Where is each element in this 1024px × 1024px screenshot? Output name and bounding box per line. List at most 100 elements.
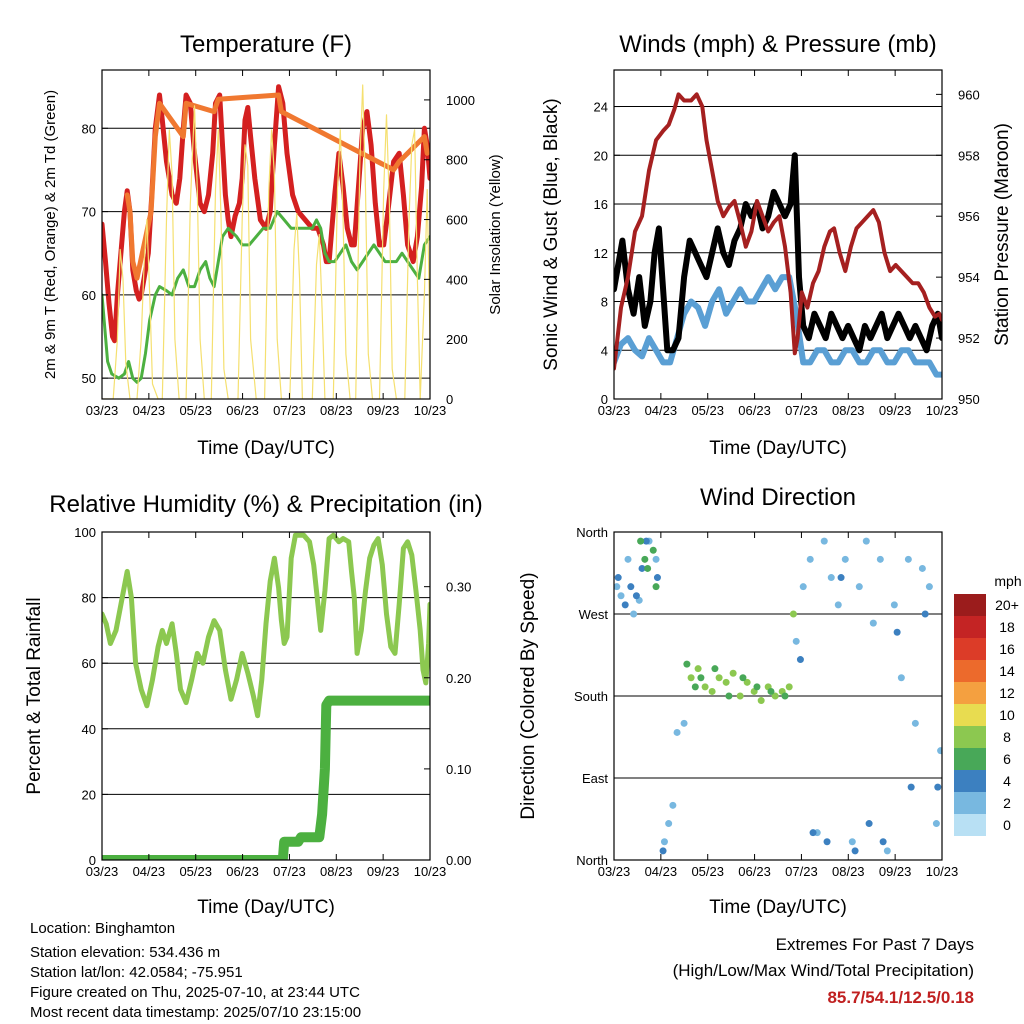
plot-frame [613, 69, 943, 400]
x-axis-title: Time (Day/UTC) [709, 897, 847, 918]
data-point [781, 692, 789, 700]
y-right-tick-label: 600 [446, 213, 468, 228]
data-point [649, 546, 657, 554]
x-tick-label: 03/23 [86, 403, 119, 418]
elevation-text: Station elevation: 534.436 m [30, 944, 221, 961]
colorbar-label: 6 [1003, 751, 1011, 767]
data-point [841, 555, 849, 563]
data-point [644, 564, 652, 572]
x-tick-label: 05/23 [691, 403, 724, 418]
y-axis-title: Percent & Total Rainfall [24, 597, 45, 794]
data-point [883, 847, 891, 855]
data-point [851, 847, 859, 855]
data-point [708, 687, 716, 695]
data-point [617, 592, 625, 600]
data-point [907, 783, 915, 791]
colorbar-swatch [954, 638, 986, 660]
data-point [660, 838, 668, 846]
data-point [694, 665, 702, 673]
x-tick-label: 09/23 [367, 403, 400, 418]
y-right-tick-label: 0.10 [446, 762, 471, 777]
y-right-tick-label: 954 [958, 270, 980, 285]
colorbar-swatch [954, 726, 986, 748]
series-line [614, 92, 942, 371]
y-tick-label: 40 [82, 722, 96, 737]
data-point [642, 537, 650, 545]
data-point [848, 838, 856, 846]
data-point [630, 610, 638, 618]
colorbar-label: 4 [1003, 773, 1011, 789]
series-line [102, 84, 430, 399]
x-tick-label: 04/23 [645, 403, 678, 418]
latlon-text: Station lat/lon: 42.0584; -75.951 [30, 964, 243, 981]
data-point [809, 829, 817, 837]
y-tick-label: 20 [594, 148, 608, 163]
y-right-tick-label: 956 [958, 209, 980, 224]
x-tick-label: 10/23 [926, 864, 959, 879]
data-point [837, 574, 845, 582]
x-tick-label: 09/23 [367, 864, 400, 879]
data-point [653, 574, 661, 582]
y-tick-label: 0 [601, 392, 608, 407]
data-point [911, 719, 919, 727]
y-tick-label: 70 [82, 205, 96, 220]
data-point [925, 583, 933, 591]
x-tick-label: 06/23 [738, 403, 771, 418]
y-right-tick-label: 0 [446, 392, 453, 407]
colorbar-swatch [954, 748, 986, 770]
colorbar-label: 20+ [995, 597, 1019, 613]
x-axis-title: Time (Day/UTC) [197, 897, 335, 918]
y-tick-label: North [576, 853, 608, 868]
x-tick-label: 10/23 [926, 403, 959, 418]
x-tick-label: 05/23 [691, 864, 724, 879]
extremes-values: 85.7/54.1/12.5/0.18 [827, 988, 974, 1007]
y-tick-label: 80 [82, 121, 96, 136]
data-point [614, 574, 622, 582]
extremes-title: Extremes For Past 7 Days [775, 935, 974, 954]
series-line [614, 274, 942, 378]
data-point [879, 838, 887, 846]
x-tick-label: 10/23 [414, 864, 447, 879]
colorbar-swatch [954, 594, 986, 616]
x-tick-label: 10/23 [414, 403, 447, 418]
colorbar-title: mph [994, 573, 1021, 589]
series-line [102, 695, 430, 860]
data-point [918, 564, 926, 572]
data-point [921, 610, 929, 618]
colorbar-label: 8 [1003, 729, 1011, 745]
y-tick-label: 0 [89, 853, 96, 868]
x-tick-label: 07/23 [273, 864, 306, 879]
colorbar-label: 0 [1003, 817, 1011, 833]
data-point [736, 692, 744, 700]
x-tick-label: 03/23 [86, 864, 119, 879]
y-tick-label: West [579, 607, 609, 622]
data-point [739, 674, 747, 682]
data-point [673, 728, 681, 736]
plot-frame [101, 531, 431, 861]
x-tick-label: 04/23 [133, 403, 166, 418]
y-right-tick-label: 958 [958, 148, 980, 163]
data-point [621, 601, 629, 609]
chart-title: Relative Humidity (%) & Precipitation (i… [49, 491, 482, 518]
x-tick-label: 07/23 [785, 864, 818, 879]
y-right-tick-label: 1000 [446, 93, 475, 108]
data-point [934, 783, 942, 791]
data-point [827, 574, 835, 582]
data-point [789, 610, 797, 618]
data-point [865, 820, 873, 828]
y-right-tick-label: 800 [446, 153, 468, 168]
x-tick-label: 05/23 [179, 864, 212, 879]
data-point [834, 601, 842, 609]
data-point [757, 697, 765, 705]
data-point [638, 564, 646, 572]
x-tick-label: 08/23 [832, 864, 865, 879]
data-point [725, 692, 733, 700]
y-tick-label: 60 [82, 288, 96, 303]
x-tick-label: 03/23 [598, 403, 631, 418]
data-point [890, 601, 898, 609]
x-tick-label: 05/23 [179, 403, 212, 418]
data-point [637, 537, 645, 545]
y-axis-title: Direction (Colored By Speed) [518, 572, 539, 819]
y-tick-label: 20 [82, 787, 96, 802]
